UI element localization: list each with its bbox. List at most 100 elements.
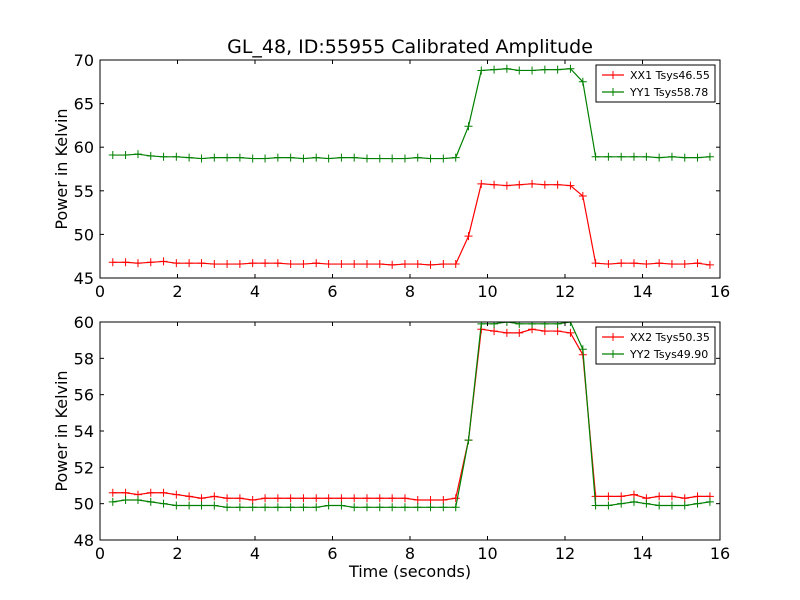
data-point xyxy=(133,496,142,505)
data-point xyxy=(667,492,676,501)
data-point xyxy=(578,345,587,354)
data-point xyxy=(261,503,270,512)
data-point xyxy=(185,492,194,501)
data-point xyxy=(108,488,117,497)
data-point xyxy=(210,501,219,510)
data-point xyxy=(210,492,219,501)
data-point xyxy=(604,501,613,510)
y-tick-label: 70 xyxy=(74,51,94,70)
data-point xyxy=(299,503,308,512)
data-point xyxy=(248,154,257,163)
legend: XX2 Tsys50.35 YY2 Tsys49.90 xyxy=(595,326,716,365)
legend-label: XX1 Tsys46.55 xyxy=(630,69,710,82)
data-point xyxy=(146,258,155,267)
data-point xyxy=(121,496,130,505)
series-xx1 xyxy=(108,179,714,269)
data-point xyxy=(375,154,384,163)
data-point xyxy=(667,501,676,510)
data-point xyxy=(273,494,282,503)
data-point xyxy=(477,322,486,328)
y-tick-label: 54 xyxy=(74,422,94,441)
data-point xyxy=(375,260,384,269)
data-point xyxy=(578,77,587,86)
x-tick-label: 16 xyxy=(710,544,730,563)
data-point xyxy=(655,259,664,268)
legend-marker xyxy=(609,71,617,79)
data-point xyxy=(693,153,702,162)
x-tick-label: 4 xyxy=(250,544,260,563)
chart-title: GL_48, ID:55955 Calibrated Amplitude xyxy=(227,36,593,58)
data-point xyxy=(705,497,714,506)
data-point xyxy=(299,494,308,503)
data-point xyxy=(312,153,321,162)
chart-2: 0 2 4 6 8 10 12 14 16 48 50 52 54 56 58 60 Power in Kelv… xyxy=(52,313,730,581)
data-point xyxy=(210,153,219,162)
data-point xyxy=(185,259,194,268)
data-point xyxy=(439,260,448,269)
data-point xyxy=(617,492,626,501)
x-tick-label: 14 xyxy=(632,544,652,563)
y-axis-label: Power in Kelvin xyxy=(52,108,71,229)
data-point xyxy=(705,152,714,161)
data-point xyxy=(197,494,206,503)
x-tick-label: 12 xyxy=(555,282,575,301)
data-point xyxy=(350,494,359,503)
x-tick-label: 10 xyxy=(477,544,497,563)
y-tick-label: 48 xyxy=(74,531,94,550)
data-point xyxy=(426,503,435,512)
data-point xyxy=(604,492,613,501)
data-point xyxy=(299,260,308,269)
data-point xyxy=(185,153,194,162)
data-point xyxy=(159,488,168,497)
data-point xyxy=(655,501,664,510)
data-point xyxy=(108,497,117,506)
data-point xyxy=(400,494,409,503)
data-point xyxy=(540,322,549,328)
x-tick-label: 14 xyxy=(632,282,652,301)
data-point xyxy=(667,152,676,161)
data-point xyxy=(362,260,371,269)
data-point xyxy=(680,501,689,510)
data-point xyxy=(235,494,244,503)
data-point xyxy=(362,154,371,163)
data-point xyxy=(324,494,333,503)
data-point xyxy=(426,496,435,505)
data-point xyxy=(490,65,499,74)
data-point xyxy=(693,492,702,501)
data-point xyxy=(197,154,206,163)
data-point xyxy=(235,260,244,269)
data-point xyxy=(388,154,397,163)
data-point xyxy=(578,192,587,201)
data-point xyxy=(286,260,295,269)
data-point xyxy=(655,153,664,162)
data-point xyxy=(172,152,181,161)
legend-box xyxy=(595,64,716,103)
legend-label: YY2 Tsys49.90 xyxy=(629,348,708,361)
data-point xyxy=(553,327,562,336)
data-point xyxy=(464,436,473,445)
data-point xyxy=(133,150,142,159)
data-point xyxy=(273,153,282,162)
data-point xyxy=(400,503,409,512)
data-point xyxy=(388,260,397,269)
data-point xyxy=(642,499,651,508)
x-tick-label: 2 xyxy=(172,282,182,301)
data-point xyxy=(312,503,321,512)
data-point xyxy=(400,154,409,163)
data-point xyxy=(235,153,244,162)
data-point xyxy=(350,260,359,269)
series-yy1 xyxy=(108,64,714,163)
data-point xyxy=(629,152,638,161)
x-tick-label: 6 xyxy=(327,282,337,301)
y-tick-label: 50 xyxy=(74,495,94,514)
data-point xyxy=(515,66,524,75)
y-tick-label: 60 xyxy=(74,313,94,332)
data-point xyxy=(375,503,384,512)
data-point xyxy=(540,327,549,336)
legend-label: XX2 Tsys50.35 xyxy=(630,331,710,344)
data-point xyxy=(451,260,460,269)
chart-1: 0 2 4 6 8 10 12 14 16 45 50 55 60 65 70 GL_48, ID:55955… xyxy=(52,36,730,301)
x-tick-label: 16 xyxy=(710,282,730,301)
data-point xyxy=(566,181,575,190)
